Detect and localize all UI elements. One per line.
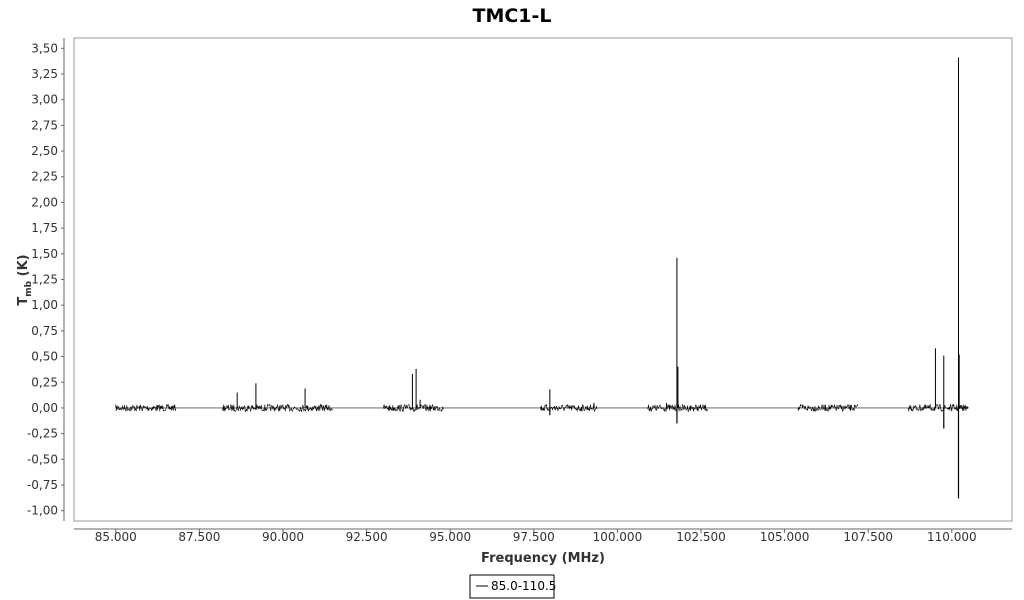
x-tick-label: 110.000 [927, 530, 977, 544]
y-tick-label: 2,25 [31, 170, 58, 184]
spectrum-band [797, 403, 859, 412]
y-axis-label: Tmb (K) [16, 254, 34, 305]
series-layer [115, 57, 969, 499]
x-tick-label: 100.000 [593, 530, 643, 544]
x-tick-label: 107.500 [843, 530, 893, 544]
y-tick-label: 3,50 [31, 41, 58, 55]
y-tick-label: 1,00 [31, 298, 58, 312]
x-tick-label: 92.500 [346, 530, 388, 544]
x-tick-label: 102.500 [676, 530, 726, 544]
spectrum-band [115, 403, 177, 412]
chart-title: TMC1-L [472, 5, 551, 27]
y-tick-label: 2,50 [31, 144, 58, 158]
y-tick-label: 2,75 [31, 118, 58, 132]
y-tick-label: 0,75 [31, 324, 58, 338]
x-tick-label: 97.500 [513, 530, 555, 544]
y-axis: -1,00 -0,75 -0,50 -0,25 0,00 0,25 0,50 0,75 1,00… [27, 38, 65, 521]
legend-label: 85.0-110.5 [491, 579, 556, 593]
x-tick-label: 95.000 [429, 530, 471, 544]
x-axis-label: Frequency (MHz) [481, 551, 605, 566]
x-tick-label: 90.000 [262, 530, 304, 544]
spectrum-band [383, 403, 444, 413]
y-tick-label: 0,00 [31, 401, 58, 415]
y-tick-label: 1,75 [31, 221, 58, 235]
y-tick-label: 2,00 [31, 195, 58, 209]
x-tick-label: 87.500 [178, 530, 220, 544]
x-axis: 85.000 87.500 90.000 92.500 95.000 97.500 100.… [74, 528, 1012, 544]
y-tick-label: -0,25 [27, 427, 58, 441]
y-tick-label: -0,75 [27, 478, 58, 492]
legend-box [469, 574, 555, 599]
y-tick-label: 1,25 [31, 273, 58, 287]
x-tick-label: 105.000 [760, 530, 810, 544]
y-tick-label: 0,25 [31, 375, 58, 389]
legend: 85.0-110.5 [469, 574, 556, 599]
y-tick-label: 1,50 [31, 247, 58, 261]
x-tick-label: 85.000 [95, 530, 137, 544]
y-tick-label: 0,50 [31, 350, 58, 364]
y-tick-label: -1,00 [27, 504, 58, 518]
y-tick-label: 3,00 [31, 93, 58, 107]
y-tick-label: 3,25 [31, 67, 58, 81]
y-tick-label: -0,50 [27, 452, 58, 466]
plot-area [73, 37, 1013, 522]
spectrum-band [222, 403, 333, 413]
